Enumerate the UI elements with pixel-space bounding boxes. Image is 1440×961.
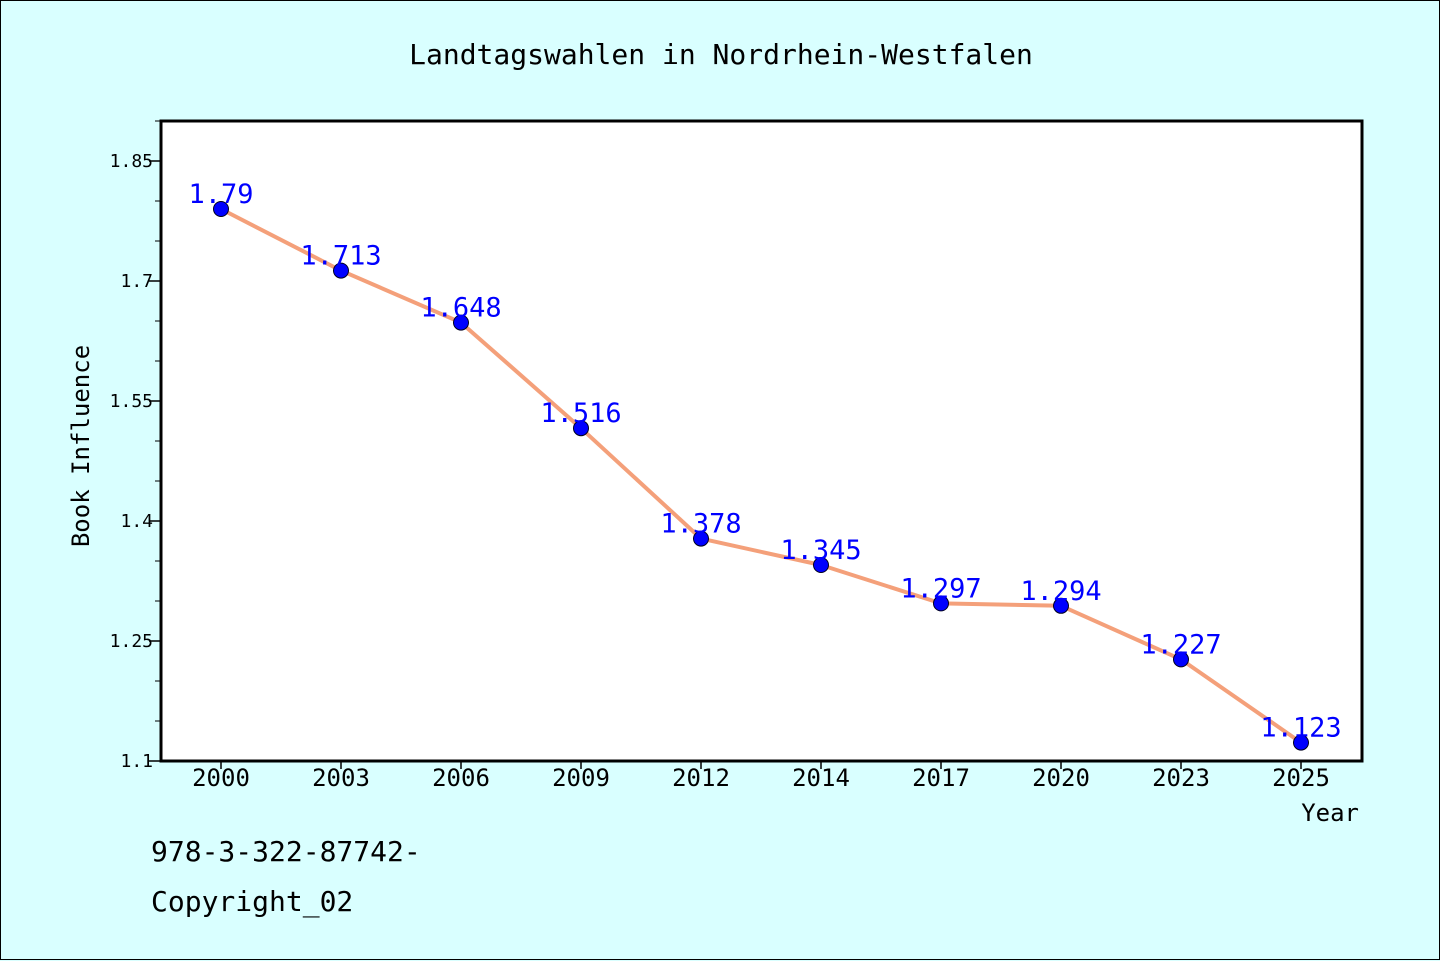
series-line [220,207,1303,745]
y-axis: 1.1 1.25 1.4 1.55 1.7 1.85 [110,120,161,772]
data-labels: 1.79 1.713 1.648 1.516 1.378 1.345 1.297 1.294 1… [188,179,1341,744]
x-axis-label: Year [1301,799,1359,827]
data-label: 1.648 [420,293,501,324]
y-tick-label: 1.55 [110,391,153,412]
x-tick-label: 2023 [1152,764,1210,792]
data-point [813,557,829,573]
copyright-text: Copyright_02 [151,885,354,918]
x-tick-label: 2017 [912,764,970,792]
x-tick-label: 2025 [1272,764,1330,792]
data-label: 1.123 [1260,713,1341,744]
data-label: 1.294 [1020,576,1101,607]
data-label: 1.297 [900,573,981,604]
x-tick-label: 2006 [432,764,490,792]
y-axis-label: Book Influence [67,345,95,547]
data-label: 1.227 [1140,629,1221,660]
y-tick-label: 1.1 [120,751,153,772]
data-point [1053,597,1069,614]
x-tick-label: 2014 [792,764,850,792]
x-tick-label: 2020 [1032,764,1090,792]
data-label: 1.345 [780,535,861,566]
x-tick-label: 2000 [192,764,250,792]
y-tick-label: 1.7 [120,271,153,292]
x-tick-label: 2012 [672,764,730,792]
x-tick-label: 2003 [312,764,370,792]
data-point [213,201,229,217]
data-point [693,530,709,547]
x-tick-label: 2009 [552,764,610,792]
isbn-text: 978-3-322-87742- [151,835,421,868]
x-axis: 2000 2003 2006 2009 2012 2014 2017 2020 2023 2025 [192,761,1330,792]
series-markers [213,201,1309,751]
data-point [333,262,349,279]
data-point [933,595,949,612]
plot-area [159,119,1364,763]
data-point [1173,651,1189,668]
data-point [1293,734,1309,751]
data-point [453,314,469,331]
y-tick-label: 1.25 [110,631,153,652]
data-label: 1.378 [660,509,741,540]
data-label: 1.713 [300,241,381,272]
data-point [573,420,589,437]
y-tick-label: 1.85 [110,151,153,172]
y-tick-label: 1.4 [120,511,153,532]
data-label: 1.79 [188,179,253,210]
data-label: 1.516 [540,398,621,429]
chart-title: Landtagswahlen in Nordrhein-Westfalen [409,38,1033,71]
